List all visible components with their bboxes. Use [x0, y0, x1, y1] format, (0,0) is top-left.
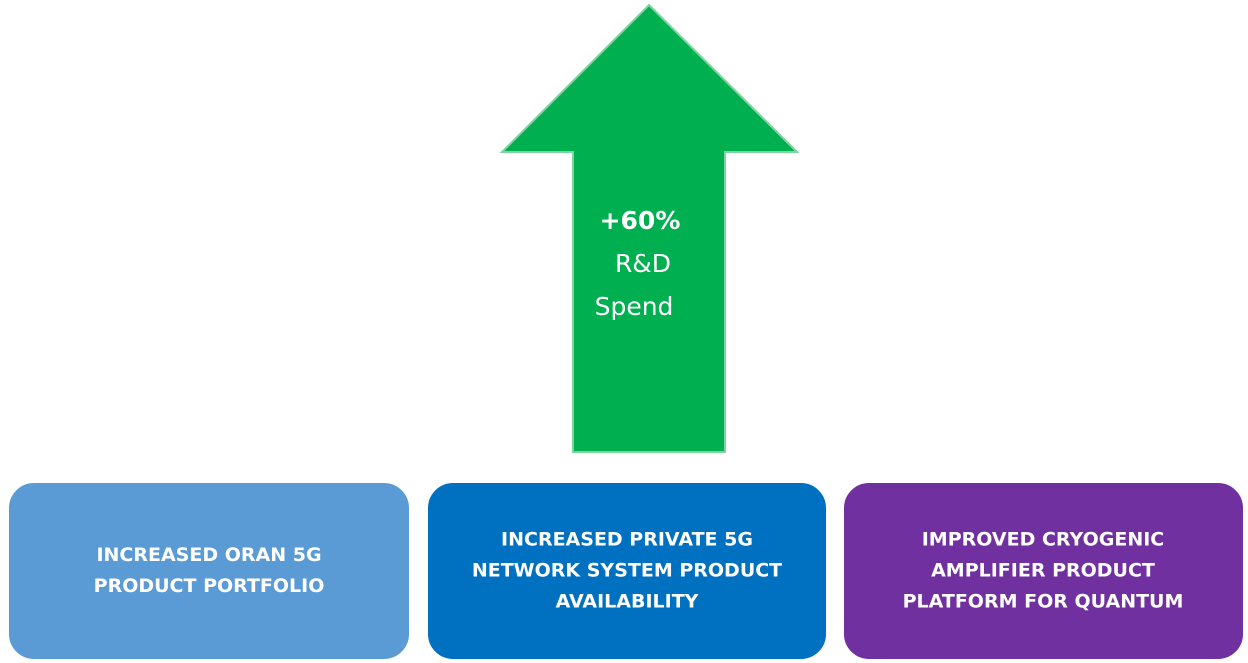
- arrow-text: Spend: [595, 292, 674, 321]
- box-text: NETWORK SYSTEM PRODUCT: [472, 560, 782, 582]
- box-text: AVAILABILITY: [556, 591, 699, 613]
- box: [842, 481, 1245, 661]
- arrow-text: R&D: [615, 249, 671, 278]
- box: [426, 481, 828, 661]
- box-text: PLATFORM FOR QUANTUM: [903, 591, 1184, 613]
- box-text: AMPLIFIER PRODUCT: [931, 560, 1155, 582]
- box-text: PRODUCT PORTFOLIO: [94, 575, 325, 597]
- up-arrow: [499, 3, 800, 453]
- box: [7, 481, 411, 661]
- box-text: IMPROVED CRYOGENIC: [922, 529, 1165, 551]
- box-text: INCREASED PRIVATE 5G: [501, 529, 753, 551]
- box-text: INCREASED ORAN 5G: [96, 544, 321, 566]
- arrow-text: +60%: [600, 206, 681, 235]
